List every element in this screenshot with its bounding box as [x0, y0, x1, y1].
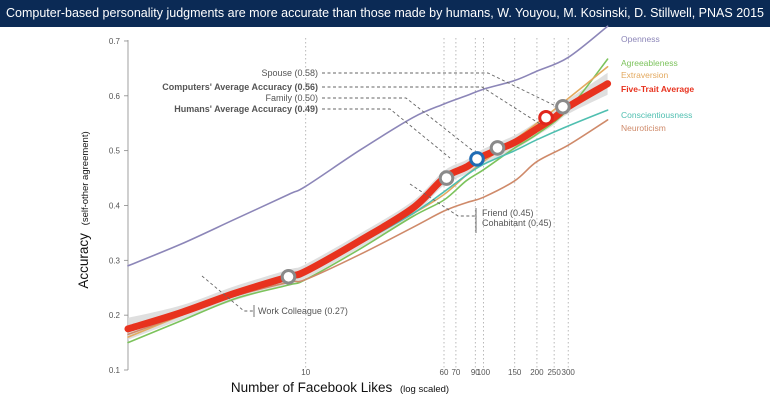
legend: Openness Agreeableness Extraversion Five-Tr…: [621, 34, 694, 133]
x-tick-label: 100: [477, 368, 491, 377]
series-line-openness: [127, 25, 609, 267]
y-tick-label: 0.7: [109, 37, 121, 46]
gridlines: [305, 38, 569, 370]
annotation-leader: [322, 97, 473, 151]
series-line-agreeableness: [127, 58, 609, 344]
x-tick-label: 10: [301, 368, 310, 377]
x-tick-label: 150: [508, 368, 522, 377]
chart-title-bar: Computer-based personality judgments are…: [0, 0, 770, 27]
legend-label-conscientiousness: Conscientiousness: [621, 110, 692, 120]
annotation-computers-average-accuracy-0-56: Computers' Average Accuracy (0.56): [162, 82, 318, 92]
series-line-five-trait-average: [124, 80, 612, 333]
marker-computers-average-accuracy-0-56: [538, 109, 554, 126]
x-tick-label: 200: [530, 368, 544, 377]
y-tick-label: 0.1: [109, 366, 121, 375]
y-tick-label: 0.3: [109, 256, 121, 265]
x-tick-label: 90: [471, 368, 480, 377]
legend-label-openness: Openness: [621, 34, 660, 44]
annotation-friend-0-45: Friend (0.45): [482, 208, 534, 218]
marker-family-0-50: [489, 140, 506, 156]
x-tick-label: 60: [440, 368, 449, 377]
y-tick-label: 0.4: [109, 201, 121, 210]
legend-label-neuroticism: Neuroticism: [621, 123, 666, 133]
annotation-leaders: [201, 72, 569, 317]
marker-friend-0-45: [438, 170, 455, 186]
markers: [280, 98, 571, 285]
annotation-leader: [409, 183, 476, 217]
annotation-leader: [201, 275, 254, 312]
annotation-work-colleague-0-27: Work Colleague (0.27): [258, 306, 348, 316]
y-axis-title: Accuracy (self-other agreement): [76, 131, 91, 288]
x-tick-label: 250: [547, 368, 561, 377]
legend-label-extraversion: Extraversion: [621, 70, 669, 80]
y-axis-note: (self-other agreement): [80, 131, 91, 225]
legend-label-five-trait-average: Five-Trait Average: [621, 84, 694, 94]
annotation-family-0-50: Family (0.50): [265, 93, 318, 103]
x-axis-title: Number of Facebook Likes (log scaled): [231, 380, 449, 395]
annotation-leader: [322, 72, 569, 113]
series-lines: [124, 25, 612, 344]
x-tick-label: 70: [451, 368, 460, 377]
y-tick-label: 0.5: [109, 147, 121, 156]
y-axis-label: Accuracy: [76, 233, 91, 289]
x-axis-label: Number of Facebook Likes: [231, 380, 393, 395]
legend-label-agreeableness: Agreeableness: [621, 58, 678, 68]
x-axis-note: (log scaled): [400, 384, 449, 395]
marker-work-colleague-0-27: [280, 268, 297, 285]
y-tick-label: 0.6: [109, 92, 121, 101]
annotation-leader: [322, 108, 451, 159]
annotation-spouse-0-58: Spouse (0.58): [261, 68, 318, 78]
annotation-cohabitant-0-45: Cohabitant (0.45): [482, 218, 552, 228]
annotations: Work Colleague (0.27) Friend (0.45)Cohabi…: [162, 68, 551, 316]
marker-humans-average-accuracy-0-49: [469, 151, 485, 167]
marker-spouse-0-58: [555, 98, 571, 115]
x-tick-label: 300: [562, 368, 576, 377]
y-tick-label: 0.2: [109, 311, 121, 320]
annotation-humans-average-accuracy-0-49: Humans' Average Accuracy (0.49): [174, 104, 318, 114]
annotation-leader: [322, 86, 541, 125]
